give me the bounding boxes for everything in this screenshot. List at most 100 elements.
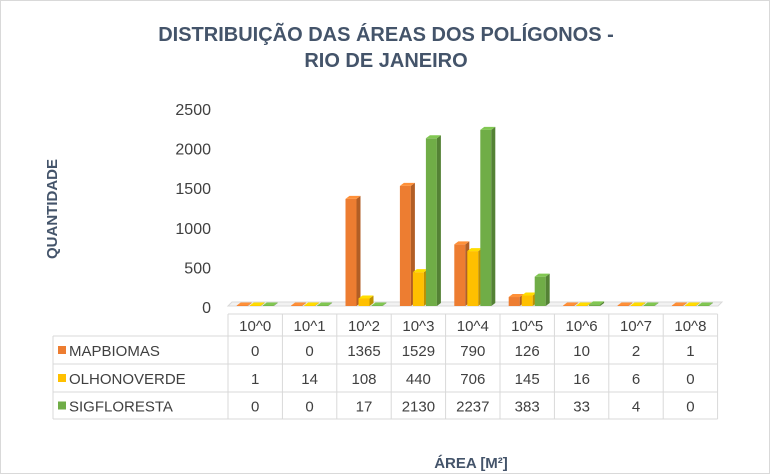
data-label: 706 (460, 371, 485, 388)
bar-mapbiomas (399, 185, 411, 306)
bar-top-olhonoverde (576, 302, 592, 306)
bar-side-mapbiomas (356, 195, 361, 306)
bar-top-sigfloresta (589, 301, 605, 305)
bar-top-mapbiomas (345, 195, 361, 199)
data-label: 2237 (456, 399, 489, 416)
bar-top-olhonoverde (412, 269, 428, 273)
bar-top-olhonoverde (521, 292, 537, 296)
bar-side-olhonoverde (369, 295, 374, 306)
bar-sigfloresta (534, 276, 546, 306)
bar-side-mapbiomas (682, 302, 687, 306)
data-label: 33 (573, 399, 590, 416)
bar-mapbiomas (617, 305, 629, 306)
bar-top-sigfloresta (371, 302, 387, 306)
data-label: 0 (686, 371, 694, 388)
y-tick-label: 2500 (175, 102, 211, 119)
bar-top-mapbiomas (563, 302, 579, 306)
data-label: 0 (305, 399, 313, 416)
bar-sigfloresta (480, 129, 492, 306)
bar-top-mapbiomas (291, 302, 307, 306)
bar-olhonoverde (249, 305, 261, 306)
y-tick-label: 500 (184, 260, 211, 277)
bar-top-sigfloresta (425, 135, 441, 139)
x-axis-title: ÁREA [M²] (434, 455, 508, 472)
bar-olhonoverde (304, 305, 316, 306)
bar-sigfloresta (643, 305, 655, 306)
bar-mapbiomas (345, 198, 357, 306)
bar-top-sigfloresta (262, 302, 278, 306)
bar-mapbiomas (563, 305, 575, 306)
x-tick-label: 10^5 (511, 318, 543, 335)
bar-top-sigfloresta (697, 302, 713, 306)
bar-side-olhonoverde (315, 302, 320, 306)
bar-side-sigfloresta (436, 135, 441, 306)
data-label: 6 (632, 371, 640, 388)
bar-side-sigfloresta (600, 301, 605, 306)
data-label: 1 (686, 343, 694, 360)
bar-top-mapbiomas (399, 182, 415, 186)
bar-top-olhonoverde (630, 302, 646, 306)
y-tick-label: 2000 (175, 142, 211, 159)
bar-top-sigfloresta (317, 302, 333, 306)
x-tick-label: 10^6 (566, 318, 598, 335)
bar-sigfloresta (589, 304, 601, 306)
legend-swatch-sigfloresta (58, 401, 66, 410)
bar-side-sigfloresta (328, 302, 333, 306)
bar-side-sigfloresta (545, 273, 550, 306)
x-tick-label: 10^8 (674, 318, 706, 335)
x-tick-label: 10^0 (239, 318, 271, 335)
data-label: 0 (305, 343, 313, 360)
data-label: 0 (251, 399, 259, 416)
bar-side-sigfloresta (382, 302, 387, 306)
bar-top-mapbiomas (236, 302, 252, 306)
data-label: 2 (632, 343, 640, 360)
bar-side-sigfloresta (708, 302, 713, 306)
bar-mapbiomas (671, 305, 683, 306)
legend-swatch-mapbiomas (58, 346, 66, 354)
x-tick-label: 10^4 (457, 318, 489, 335)
data-label: 17 (356, 399, 373, 416)
bar-top-mapbiomas (617, 302, 633, 306)
data-label: 440 (406, 371, 431, 388)
bar-top-olhonoverde (684, 302, 700, 306)
bar-top-olhonoverde (358, 295, 374, 299)
data-label: 126 (515, 343, 540, 360)
bar-side-mapbiomas (574, 302, 579, 306)
data-label: 1529 (402, 343, 435, 360)
data-label: 108 (351, 371, 376, 388)
bar-sigfloresta (697, 305, 709, 306)
bar-sigfloresta (262, 305, 274, 306)
x-tick-label: 10^7 (620, 318, 652, 335)
data-label: 4 (632, 399, 640, 416)
bar-side-olhonoverde (641, 302, 646, 306)
x-tick-label: 10^2 (348, 318, 380, 335)
bar-olhonoverde (684, 305, 696, 306)
x-tick-label: 10^3 (402, 318, 434, 335)
bar-mapbiomas (454, 244, 466, 306)
bar-sigfloresta (371, 305, 383, 306)
legend-label: OLHONOVERDE (69, 371, 186, 388)
bar-side-sigfloresta (273, 302, 278, 306)
bar-side-olhonoverde (695, 302, 700, 306)
data-label: 145 (515, 371, 540, 388)
bar-side-olhonoverde (260, 302, 265, 306)
chart-title-line: DISTRIBUIÇÃO DAS ÁREAS DOS POLÍGONOS - (158, 23, 614, 46)
bar-side-mapbiomas (247, 302, 252, 306)
data-label: 2130 (402, 399, 435, 416)
y-tick-label: 1000 (175, 221, 211, 238)
bar-olhonoverde (576, 305, 588, 306)
bar-top-mapbiomas (454, 241, 470, 245)
data-label: 790 (460, 343, 485, 360)
data-label: 14 (301, 371, 318, 388)
bar-sigfloresta (317, 305, 329, 306)
legend-label: SIGFLORESTA (69, 399, 173, 416)
bar-sigfloresta (425, 138, 437, 306)
bar-olhonoverde (630, 305, 642, 306)
bar-olhonoverde (412, 272, 424, 306)
bar-side-sigfloresta (654, 302, 659, 306)
data-label: 10 (573, 343, 590, 360)
bar-top-mapbiomas (671, 302, 687, 306)
bar-olhonoverde (358, 298, 370, 306)
bar-top-sigfloresta (480, 126, 496, 130)
